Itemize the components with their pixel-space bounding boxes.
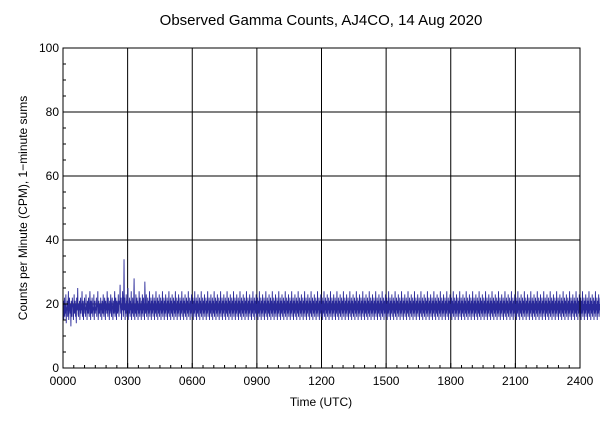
x-tick-label: 2400 (567, 374, 594, 388)
chart-title: Observed Gamma Counts, AJ4CO, 14 Aug 202… (160, 12, 483, 29)
y-tick-label: 80 (46, 105, 60, 119)
x-axis-label: Time (UTC) (290, 395, 352, 409)
x-tick-label: 0600 (179, 374, 206, 388)
y-tick-label: 100 (39, 41, 59, 55)
minor-ticks (62, 47, 581, 369)
y-tick-label: 0 (52, 361, 59, 375)
x-tick-labels: 0000 0300 0600 0900 1200 1500 1800 2100 2400 (50, 374, 594, 388)
x-tick-label: 0300 (114, 374, 141, 388)
y-tick-label: 40 (46, 233, 60, 247)
x-tick-label: 0900 (244, 374, 271, 388)
y-axis-label: Counts per Minute (CPM), 1−minute sums (16, 96, 30, 320)
series-layer (62, 259, 600, 327)
x-tick-label: 2100 (502, 374, 529, 388)
x-tick-label: 1200 (308, 374, 335, 388)
y-tick-label: 60 (46, 169, 60, 183)
x-tick-label: 1500 (373, 374, 400, 388)
y-tick-labels: 0 20 40 60 80 100 (39, 41, 59, 375)
x-tick-label: 1800 (437, 374, 464, 388)
series-line (62, 259, 600, 327)
y-tick-label: 20 (46, 297, 60, 311)
x-tick-label: 0000 (50, 374, 77, 388)
